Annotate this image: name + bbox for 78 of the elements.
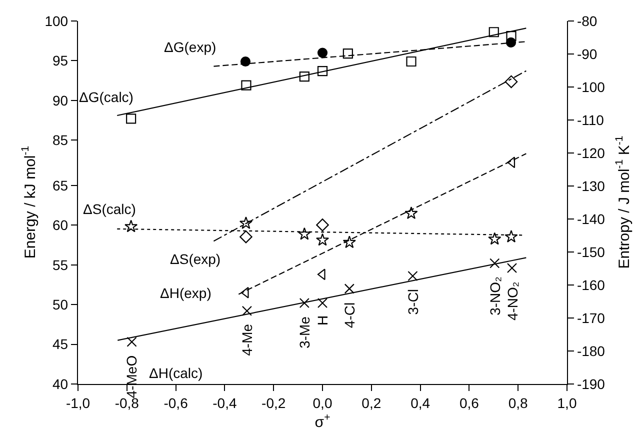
annotation: 4-Cl (342, 302, 358, 328)
annotation: 4-Me (239, 324, 256, 356)
annotation: H (314, 315, 331, 326)
point (124, 220, 138, 232)
annotation: 3-Me (296, 316, 312, 348)
point (317, 48, 328, 58)
series-label: ΔS(exp) (170, 251, 221, 267)
point (488, 232, 502, 245)
x-tick-label: -1,0 (66, 394, 90, 411)
point (507, 156, 516, 168)
point (298, 227, 311, 240)
y3-tick-label: 85 (52, 132, 68, 148)
point (240, 56, 251, 67)
point (506, 31, 516, 42)
point (404, 206, 418, 220)
y2-tick-label: -110 (576, 112, 604, 128)
point (408, 270, 418, 282)
y2-tick-label: -120 (576, 144, 606, 161)
point (504, 230, 518, 242)
y-tick-label: 40 (52, 376, 68, 392)
x-tick-label: 0,6 (459, 394, 480, 411)
y-tick-label: 65 (52, 177, 68, 194)
series-label: ΔS(calc) (83, 201, 136, 217)
series-label: ΔH(calc) (149, 365, 203, 381)
x-tick-label: -0,2 (262, 394, 286, 411)
y-tick-label: 60 (52, 217, 68, 234)
x-tick-label: 0,0 (312, 394, 332, 411)
x-axis-title: σ$^{+}$ (314, 412, 330, 431)
y3-tick-label: 95 (52, 52, 68, 69)
x-tick-label: -0,6 (164, 394, 188, 411)
y3-tick-label: 90 (52, 92, 68, 108)
point (342, 236, 356, 248)
y2-tick-label: -160 (576, 276, 606, 293)
y-tick-label: 50 (52, 296, 68, 312)
x-tick-label: 1,0 (557, 394, 577, 411)
x-tick-label: 0,8 (508, 394, 528, 411)
y2-tick-label: -90 (576, 46, 598, 62)
y2-tick-label: -140 (576, 210, 606, 227)
point (316, 233, 330, 246)
point (239, 216, 253, 229)
point (242, 306, 252, 316)
text: ΔH(exp) (160, 285, 212, 301)
point (240, 230, 252, 244)
point (241, 80, 252, 90)
annotation: 3-Cl (404, 289, 421, 315)
y2-tick-label: -190 (576, 376, 606, 392)
point (299, 298, 310, 308)
point (299, 72, 310, 82)
y-tick-label: 55 (52, 256, 68, 273)
point (317, 298, 328, 308)
point (316, 218, 329, 232)
y2-tick-label: -80 (576, 12, 598, 29)
point (317, 268, 326, 280)
y2-tick-label: -150 (576, 244, 606, 260)
annotation: 4-NO₂ (504, 282, 520, 321)
annotation: 3-NO₂ (486, 276, 503, 316)
point (504, 75, 518, 88)
point (126, 336, 137, 347)
point (317, 66, 328, 76)
point (488, 27, 499, 38)
y2-tick-label: -100 (576, 78, 606, 95)
x-tick-label: -0,4 (212, 394, 237, 411)
y2-tick-label: -180 (576, 342, 606, 359)
y2-tick-label: -170 (576, 310, 606, 326)
point (506, 262, 518, 274)
x-tick-label: 0,4 (410, 394, 430, 411)
point (240, 286, 249, 298)
point (126, 114, 136, 124)
point (406, 56, 416, 67)
point (344, 284, 354, 294)
y2-tick-label: -130 (576, 178, 606, 194)
series-label: ΔG(calc) (79, 89, 134, 105)
series-label: ΔG(exp) (164, 39, 216, 55)
point (490, 258, 500, 268)
y-tick-label: 45 (52, 336, 68, 352)
point (342, 48, 353, 59)
y3-tick-label: 100 (44, 12, 68, 29)
x-tick-label: 0,2 (362, 394, 382, 411)
